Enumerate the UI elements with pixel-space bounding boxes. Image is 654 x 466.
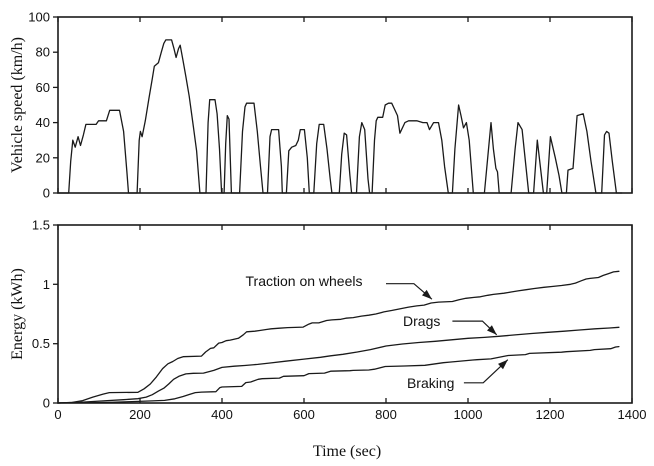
x-tick-label: 800: [375, 407, 397, 422]
x-tick-label: 1400: [618, 407, 647, 422]
y-tick-label: 100: [28, 10, 50, 25]
series-braking: [57, 345, 620, 404]
energy-y-axis-title: Energy (kWh): [9, 268, 26, 360]
y-tick-label: 1.5: [32, 218, 50, 233]
x-tick-label: 400: [211, 407, 233, 422]
x-tick-label: 1200: [536, 407, 565, 422]
y-tick-label: 1: [43, 277, 50, 292]
x-tick-label: 200: [129, 407, 151, 422]
annotation-arrowhead-drags: [487, 325, 497, 335]
y-tick-label: 0.5: [32, 336, 50, 351]
annotation-arrowhead-braking: [498, 359, 508, 370]
series-vehicle-speed: [57, 39, 623, 194]
y-tick-label: 40: [36, 115, 50, 130]
plot-border: [57, 16, 633, 194]
x-tick-label: 0: [54, 407, 61, 422]
speed-chart: 0 20 40 60 80 100: [28, 10, 633, 201]
time-x-axis-title: Time (sec): [312, 443, 382, 460]
y-tick-label: 0: [43, 396, 50, 411]
y-tick-label: 80: [36, 45, 50, 60]
annotation-arrowhead-traction-on-wheels: [422, 289, 432, 300]
plot-border: [57, 224, 633, 404]
annotation-arrow-traction-on-wheels: [386, 283, 433, 300]
speed-y-axis-title: Vehicle speed (km/h): [9, 37, 26, 173]
annotation-label-drags: Drags: [403, 313, 440, 329]
y-tick-label: 0: [43, 186, 50, 201]
annotation-label-braking: Braking: [407, 375, 454, 391]
annotation-arrow-braking: [463, 359, 509, 384]
series-drags: [57, 326, 620, 404]
y-tick-label: 20: [36, 150, 50, 165]
energy-chart: 0 200 400 600 800 1000 1200 1400 0 0.5 1 1.5 Tractio…: [32, 218, 647, 423]
x-tick-label: 600: [293, 407, 315, 422]
annotation-label-traction-on-wheels: Traction on wheels: [246, 273, 363, 289]
x-tick-label: 1000: [454, 407, 483, 422]
y-tick-label: 60: [36, 80, 50, 95]
series-traction-on-wheels: [57, 270, 620, 404]
